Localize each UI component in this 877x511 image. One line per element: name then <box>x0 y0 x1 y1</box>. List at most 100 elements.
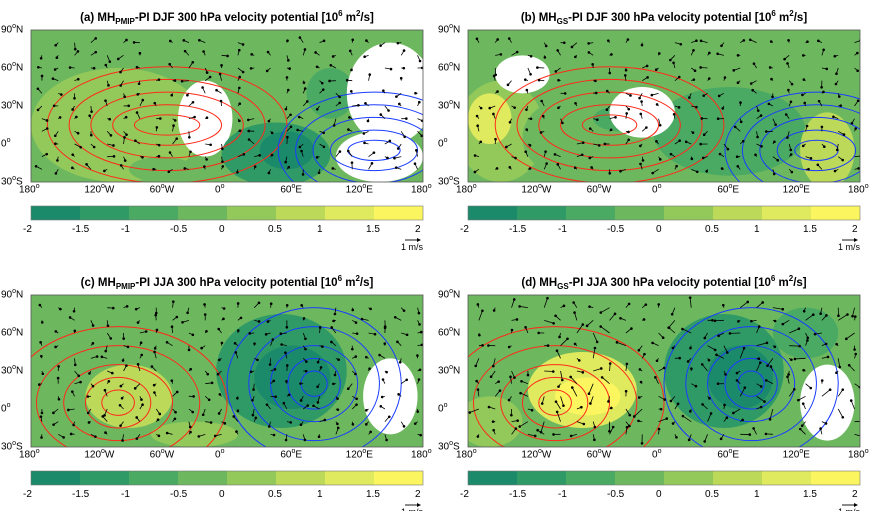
wind-vector-head <box>792 388 796 391</box>
wind-vector-head <box>322 39 326 43</box>
wind-vector-head <box>587 51 591 54</box>
wind-vector-head <box>491 420 495 423</box>
wind-vector-head <box>71 390 74 393</box>
wind-vector-head <box>554 70 558 73</box>
wind-vector-head <box>700 363 704 366</box>
lon-value: 60 <box>280 449 292 461</box>
field-region <box>363 358 418 435</box>
wind-vector-head <box>820 85 823 89</box>
wind-vector-head <box>594 79 597 83</box>
wind-vector-head <box>39 56 43 60</box>
wind-vector-head <box>52 104 56 108</box>
wind-vector-head <box>536 66 539 69</box>
wind-vector-head <box>167 170 171 174</box>
wind-vector <box>588 383 594 394</box>
wind-vector-head <box>350 68 353 72</box>
colorbar-bin <box>615 471 664 485</box>
wind-vector <box>788 389 795 397</box>
lon-tick-label: 60oE <box>717 183 739 195</box>
wind-vector-head <box>657 52 661 55</box>
wind-vector-head <box>405 378 409 382</box>
wind-vector-head <box>273 368 277 371</box>
wind-vector <box>821 389 831 397</box>
wind-vector-head <box>267 425 271 428</box>
colorbar-bin <box>178 206 227 220</box>
wind-vector-head <box>88 372 91 375</box>
wind-vector-head <box>545 162 548 165</box>
wind-vector-head <box>553 153 557 156</box>
lat-tick-label: 90oN <box>438 23 460 35</box>
wind-vector-head <box>767 102 771 106</box>
wind-vector <box>658 418 667 423</box>
lat-value: 30 <box>1 176 13 188</box>
wind-vector-head <box>699 66 702 69</box>
wind-vector-head <box>296 128 299 132</box>
wind-vector-head <box>302 317 306 320</box>
wind-vector-head <box>121 359 125 362</box>
lon-value: 0 <box>652 449 658 461</box>
wind-vector-head <box>213 434 217 438</box>
degree-symbol: o <box>449 61 454 68</box>
wind-vector-head <box>801 93 804 97</box>
wind-vector <box>756 342 768 347</box>
wind-vector-head <box>597 144 601 147</box>
wind-vector-head <box>91 324 95 327</box>
wind-vector-head <box>850 121 854 125</box>
wind-vector-head <box>40 321 44 324</box>
hemisphere: W <box>601 449 612 461</box>
lon-value: 120 <box>521 184 539 196</box>
wind-vector-head <box>320 81 324 85</box>
wind-vector-head <box>57 365 60 368</box>
wind-vector-head <box>267 119 271 123</box>
wind-vector <box>767 358 774 366</box>
wind-vector-head <box>605 89 609 93</box>
wind-vector-head <box>321 88 325 91</box>
lon-tick-label: 60oW <box>150 448 174 460</box>
wind-vector-head <box>806 339 809 342</box>
hemisphere: W <box>164 184 175 196</box>
wind-vector-head <box>692 78 696 81</box>
wind-vector-head <box>718 152 722 156</box>
wind-vector-head <box>610 406 613 410</box>
wind-vector-head <box>403 135 406 139</box>
wind-vector-head <box>203 313 207 316</box>
wind-vector-head <box>210 381 214 385</box>
colorbar-tick-label: 0.5 <box>705 224 719 235</box>
wind-vector-head <box>476 435 480 438</box>
wind-vector-head <box>267 171 271 175</box>
lon-value: 60 <box>717 449 729 461</box>
wind-vector-head <box>135 65 139 69</box>
negative-contour <box>724 357 778 410</box>
wind-vector-head <box>37 65 40 69</box>
wind-vector-head <box>632 415 636 418</box>
wind-vector-head <box>705 170 708 173</box>
hemisphere: W <box>541 449 552 461</box>
wind-vector-head <box>603 142 607 146</box>
wind-vector-head <box>209 421 213 424</box>
wind-vector-head <box>280 343 283 346</box>
hemisphere: N <box>16 327 24 339</box>
wind-vector-head <box>368 367 371 371</box>
wind-vector-head <box>249 370 253 374</box>
wind-vector-head <box>699 142 702 146</box>
wind-vector-head <box>317 171 321 175</box>
wind-vector-head <box>675 164 678 168</box>
wind-vector-head <box>91 342 95 345</box>
wind-vector-head <box>257 301 261 305</box>
wind-vector <box>668 320 676 328</box>
lon-value: 180 <box>19 184 36 196</box>
wind-vector-head <box>525 108 528 111</box>
wind-vector-head <box>303 438 307 442</box>
wind-vector-head <box>478 333 481 337</box>
wind-vector-head <box>38 303 42 307</box>
degree-symbol: o <box>12 364 17 371</box>
negative-contour <box>685 326 817 442</box>
wind-vector-head <box>541 114 545 118</box>
wind-vector-head <box>802 78 806 81</box>
wind-vector-head <box>91 384 95 388</box>
wind-vector-head <box>136 93 140 96</box>
wind-vector-head <box>299 423 303 426</box>
lon-tick-label: 180o <box>411 183 432 195</box>
lon-value: 60 <box>586 449 598 461</box>
wind-vector-head <box>662 366 666 370</box>
